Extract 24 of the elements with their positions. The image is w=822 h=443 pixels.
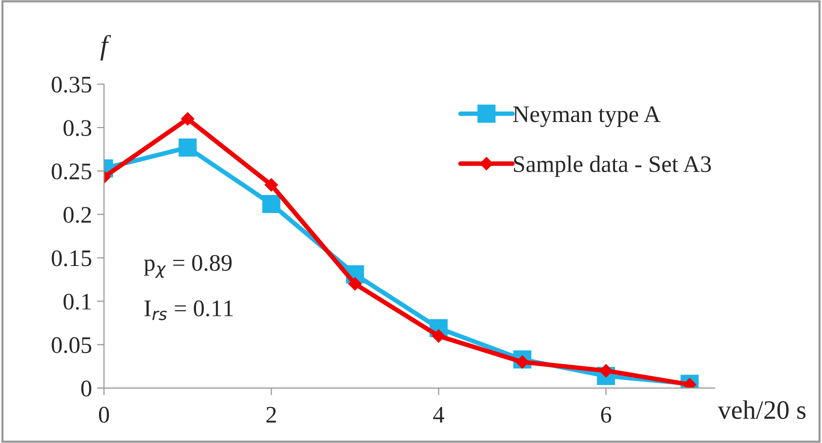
legend-label: Sample data - Set A3 (514, 156, 711, 177)
y-tick-label: 0.1 (64, 294, 91, 310)
y-axis-title: f (100, 34, 112, 60)
y-tick-label: 0.15 (52, 250, 92, 266)
x-tick-label: 6 (601, 406, 612, 423)
point (348, 277, 362, 291)
x-tick-label: 4 (433, 406, 444, 423)
y-tick-label: 0.3 (64, 120, 92, 136)
annotation: p$_{χ}$ = 0.89 (144, 254, 232, 278)
point (262, 194, 280, 214)
x-tick-label: 2 (266, 406, 276, 423)
x-axis-title: veh/20 s (718, 400, 806, 419)
y-tick-label: 0.25 (52, 163, 92, 180)
annotation: I$_{rs}$ = 0.11 (144, 300, 233, 320)
y-tick-label: 0.05 (52, 337, 92, 354)
point (432, 329, 446, 343)
y-tick-label: 0 (81, 380, 92, 396)
point (264, 178, 278, 192)
legend-label: Neyman type A (513, 106, 660, 128)
point (180, 112, 195, 126)
y-tick-label: 0.35 (52, 76, 92, 93)
x-tick-label: 0 (98, 406, 109, 423)
point (178, 138, 197, 157)
y-tick-label: 0.2 (64, 206, 91, 223)
